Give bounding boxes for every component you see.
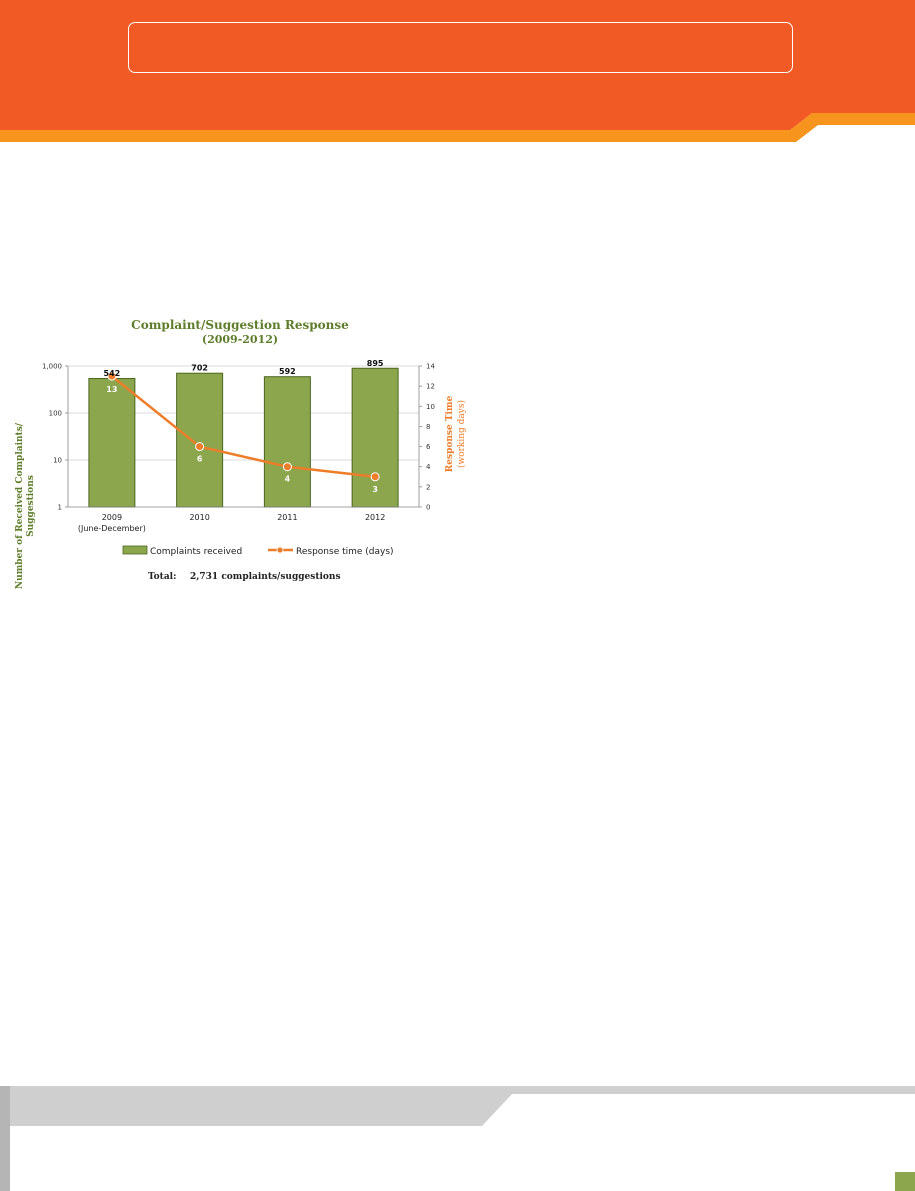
legend-line-marker bbox=[276, 546, 284, 554]
axes bbox=[65, 365, 422, 508]
page-footer bbox=[0, 1086, 915, 1191]
chart-subtitle: (2009-2012) bbox=[202, 333, 278, 346]
category-label: 2009 bbox=[102, 513, 122, 522]
line-value-label: 3 bbox=[372, 485, 378, 494]
right-tick-label: 6 bbox=[426, 443, 431, 451]
footer-page-tab bbox=[895, 1172, 915, 1191]
line-point-3 bbox=[370, 472, 380, 482]
bar-value-label: 895 bbox=[367, 359, 384, 368]
header-band bbox=[0, 0, 915, 130]
bar-3 bbox=[351, 367, 399, 508]
bar-value-label: 592 bbox=[279, 367, 296, 376]
legend: Complaints received Response time (days) bbox=[122, 545, 394, 557]
chart-svg: Complaint/Suggestion Response (2009-2012… bbox=[15, 318, 467, 589]
line-point-1 bbox=[195, 442, 205, 452]
bar-value-label: 542 bbox=[104, 369, 121, 378]
page-header-banner bbox=[0, 0, 915, 142]
category-label: 2012 bbox=[365, 513, 385, 522]
left-axis-title-line1: Number of Received Complaints/ bbox=[15, 422, 25, 589]
footer-left-edge bbox=[0, 1086, 10, 1191]
bar-1 bbox=[176, 372, 224, 508]
category-sublabel: (June-December) bbox=[78, 524, 146, 533]
bar-0 bbox=[88, 378, 136, 508]
category-labels: 2009 (June-December) 2010 2011 2012 bbox=[78, 513, 385, 533]
response-time-line bbox=[107, 371, 380, 482]
header-accent-stripe bbox=[0, 113, 915, 142]
category-label: 2010 bbox=[189, 513, 209, 522]
category-label: 2011 bbox=[277, 513, 297, 522]
total-value: 2,731 complaints/suggestions bbox=[190, 572, 341, 582]
right-tick-label: 0 bbox=[426, 504, 430, 512]
right-axis-title-line1: Response Time bbox=[445, 396, 455, 473]
right-tick-label: 2 bbox=[426, 483, 430, 491]
right-tick-label: 4 bbox=[426, 463, 431, 471]
right-tick-label: 10 bbox=[426, 403, 435, 411]
left-tick-label: 1 bbox=[58, 504, 62, 512]
line-value-label: 13 bbox=[106, 385, 117, 394]
data-labels: 542 702 592 895 13 6 4 3 bbox=[104, 359, 384, 494]
right-axis-title-line2: (working days) bbox=[456, 400, 467, 468]
right-tick-label: 14 bbox=[426, 363, 435, 371]
tick-labels: 1 10 100 1,000 0 2 4 6 8 10 12 14 bbox=[42, 363, 436, 512]
left-axis-title-line2: Suggestions bbox=[26, 475, 36, 537]
left-tick-label: 10 bbox=[53, 457, 62, 465]
bar-value-label: 702 bbox=[191, 364, 208, 373]
legend-bar-swatch bbox=[122, 545, 148, 555]
header-title-box bbox=[128, 22, 793, 73]
chart-container: Complaint/Suggestion Response (2009-2012… bbox=[0, 300, 500, 600]
line-point-0 bbox=[107, 371, 117, 381]
footer-band bbox=[0, 1086, 915, 1126]
bar-2 bbox=[263, 376, 311, 508]
chart-title: Complaint/Suggestion Response bbox=[131, 318, 349, 332]
line-point-2 bbox=[282, 462, 292, 472]
right-tick-label: 12 bbox=[426, 383, 435, 391]
left-tick-label: 1,000 bbox=[42, 363, 62, 371]
left-axis-title: Number of Received Complaints/ Suggestio… bbox=[15, 422, 36, 589]
right-tick-label: 8 bbox=[426, 423, 430, 431]
line-value-label: 4 bbox=[285, 475, 291, 484]
legend-bar-label: Complaints received bbox=[150, 547, 242, 557]
left-tick-label: 100 bbox=[49, 410, 62, 418]
total-label: Total: bbox=[148, 572, 176, 582]
response-time-polyline bbox=[111, 375, 376, 479]
legend-line-label: Response time (days) bbox=[296, 547, 394, 557]
right-axis-title: Response Time (working days) bbox=[445, 396, 467, 473]
line-value-label: 6 bbox=[197, 455, 203, 464]
